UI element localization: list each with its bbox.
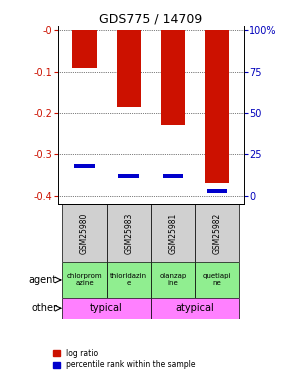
Bar: [74, 164, 95, 168]
Text: quetiapi
ne: quetiapi ne: [203, 273, 231, 286]
Text: agent: agent: [29, 275, 57, 285]
Text: GSM25980: GSM25980: [80, 212, 89, 254]
Bar: [163, 174, 183, 178]
Bar: [107, 262, 151, 298]
Text: typical: typical: [90, 303, 123, 313]
Text: GSM25981: GSM25981: [168, 213, 177, 254]
Text: GSM25983: GSM25983: [124, 212, 133, 254]
Bar: [72, 30, 97, 68]
Bar: [107, 204, 151, 262]
Title: GDS775 / 14709: GDS775 / 14709: [99, 12, 202, 25]
Legend: log ratio, percentile rank within the sample: log ratio, percentile rank within the sa…: [53, 349, 196, 369]
Text: atypical: atypical: [176, 303, 214, 313]
Bar: [195, 262, 239, 298]
Bar: [161, 30, 185, 126]
Bar: [151, 204, 195, 262]
Text: chlorprom
azine: chlorprom azine: [67, 273, 102, 286]
Bar: [118, 174, 139, 178]
Bar: [62, 204, 107, 262]
Bar: [205, 30, 229, 183]
Bar: [62, 262, 107, 298]
Bar: [195, 204, 239, 262]
Text: olanzap
ine: olanzap ine: [159, 273, 186, 286]
Bar: [151, 262, 195, 298]
Bar: [117, 30, 141, 107]
Bar: [151, 298, 239, 319]
Bar: [207, 189, 227, 193]
Text: thioridazin
e: thioridazin e: [110, 273, 147, 286]
Text: GSM25982: GSM25982: [213, 213, 222, 254]
Bar: [62, 298, 151, 319]
Text: other: other: [31, 303, 57, 313]
